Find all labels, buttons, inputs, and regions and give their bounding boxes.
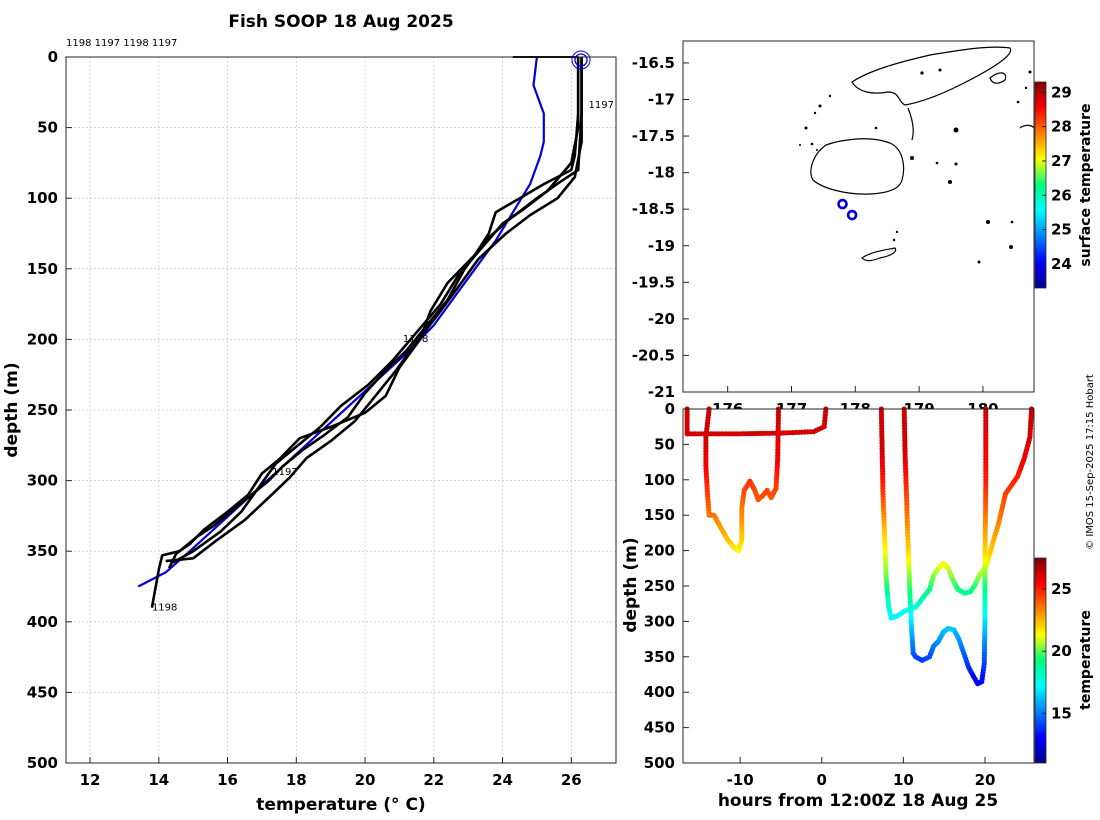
section-track	[684, 406, 829, 437]
island-kadavu	[861, 247, 897, 262]
x-axis-label: temperature (° C)	[256, 795, 425, 815]
x-tick-label: 14	[148, 771, 169, 789]
x-tick-label: 22	[423, 771, 444, 789]
map-frame	[682, 40, 1035, 393]
island-east	[1019, 124, 1035, 129]
section-y-tick-label: 200	[644, 542, 675, 560]
profile-location-marker	[837, 198, 848, 210]
y-tick-label: 300	[27, 472, 58, 490]
y-tick-label: 200	[27, 330, 58, 348]
colorbar-tick-label: 20	[1051, 642, 1072, 660]
map-y-tick-label: -18.5	[632, 200, 675, 218]
profile-id-label: 1198	[403, 334, 428, 345]
section-y-tick-label: 450	[644, 719, 675, 737]
y-tick-label: 400	[27, 613, 58, 631]
section-y-tick-label: 50	[654, 435, 675, 453]
current-location-marker	[574, 53, 588, 67]
y-tick-label: 250	[27, 401, 58, 419]
map-y-tick-label: -20.5	[632, 346, 675, 364]
climatology-line	[137, 56, 545, 588]
x-tick-label: 26	[561, 771, 582, 789]
section-y-tick-label: 0	[665, 400, 675, 418]
x-tick-label: 16	[217, 771, 238, 789]
y-tick-label: 150	[27, 260, 58, 278]
coastline	[810, 46, 1035, 262]
colorbar-tick-label: 24	[1051, 255, 1072, 273]
colorbar-tick-label: 27	[1051, 152, 1072, 170]
map-y-tick-label: -17.5	[632, 127, 675, 145]
depth-time-section-chart: 0 50 100 150 200 250 300 350 400 450 500 -10 0 10 20 h…	[621, 400, 1094, 811]
colorbar-label-surface-temperature: surface temperature	[1078, 103, 1094, 266]
section-y-tick-label: 400	[644, 683, 675, 701]
section-frame	[682, 408, 1035, 764]
surface-temperature-colorbar	[1034, 81, 1047, 289]
map-y-tick-label: -19	[648, 237, 675, 255]
y-tick-label: 450	[27, 683, 58, 701]
map-background	[683, 41, 1034, 392]
chart-title: Fish SOOP 18 Aug 2025	[228, 12, 453, 32]
small-islands	[799, 68, 1032, 264]
profile-id-label: 1197	[589, 100, 614, 111]
section-y-tick-label: 100	[644, 471, 675, 489]
x-tick-label: 20	[355, 771, 376, 789]
island-taveuni	[989, 72, 1007, 84]
profile-line	[171, 57, 580, 564]
colorbar-tick-label: 15	[1051, 704, 1072, 722]
map-y-tick-label: -19.5	[632, 273, 675, 291]
map-y-tick-label: -17	[648, 91, 675, 109]
section-track	[878, 406, 1035, 621]
y-tick-label: 50	[37, 119, 58, 137]
x-tick-label: 12	[80, 771, 101, 789]
location-map: -16.5 -17 -17.5 -18 -18.5 -19 -19.5 -20 -20.5 -21…	[632, 40, 1094, 418]
credit-text: © IMOS 15-Sep-2025 17:15 Hobart	[1085, 374, 1096, 550]
y-tick-label: 0	[48, 48, 58, 66]
section-background	[683, 409, 1034, 763]
current-location-ring	[571, 50, 591, 70]
x-tick-label: 18	[286, 771, 307, 789]
profile-id-label: 1198	[152, 603, 177, 614]
temperature-profile-chart: Fish SOOP 18 Aug 2025 1198 1197 1198 119…	[2, 12, 617, 815]
y-tick-label: 350	[27, 542, 58, 560]
colorbar-tick-label: 26	[1051, 186, 1072, 204]
section-y-tick-label: 250	[644, 577, 675, 595]
section-x-tick-label: -10	[727, 771, 754, 789]
colorbar-tick-label: 28	[1051, 118, 1072, 136]
top-annotation: 1198 1197 1198 1197	[66, 38, 177, 49]
profile-location-marker	[846, 209, 858, 221]
section-y-tick-label: 500	[644, 754, 675, 772]
colorbar-tick-label: 25	[1051, 580, 1072, 598]
section-x-tick-label: 20	[975, 771, 996, 789]
plot-frame	[65, 56, 617, 764]
y-axis-label: depth (m)	[2, 362, 22, 457]
profile-line	[167, 57, 583, 569]
map-y-tick-label: -18	[648, 164, 675, 182]
island-viti-levu	[810, 138, 905, 195]
map-y-tick-label: -20	[648, 310, 675, 328]
section-x-axis-label: hours from 12:00Z 18 Aug 25	[718, 791, 998, 811]
section-x-tick-label: 10	[893, 771, 914, 789]
profile-id-label: 1197	[272, 467, 297, 478]
temperature-colorbar	[1034, 557, 1047, 764]
section-y-axis-label: depth (m)	[621, 537, 641, 632]
section-y-tick-label: 150	[644, 506, 675, 524]
colorbar-label-temperature: temperature	[1078, 610, 1094, 710]
section-x-tick-label: 0	[817, 771, 827, 789]
x-tick-label: 24	[492, 771, 513, 789]
section-y-tick-label: 350	[644, 648, 675, 666]
reef-line	[907, 107, 914, 141]
y-tick-label: 500	[27, 754, 58, 772]
colorbar-tick-label: 29	[1051, 83, 1072, 101]
colorbar-tick-label: 25	[1051, 221, 1072, 239]
section-track	[901, 406, 989, 687]
map-y-tick-label: -21	[648, 383, 675, 401]
island-vanua-levu	[851, 46, 1012, 106]
section-y-tick-label: 300	[644, 612, 675, 630]
profile-line	[165, 57, 583, 563]
map-y-tick-label: -16.5	[632, 54, 675, 72]
y-tick-label: 100	[27, 189, 58, 207]
section-track	[703, 406, 782, 554]
